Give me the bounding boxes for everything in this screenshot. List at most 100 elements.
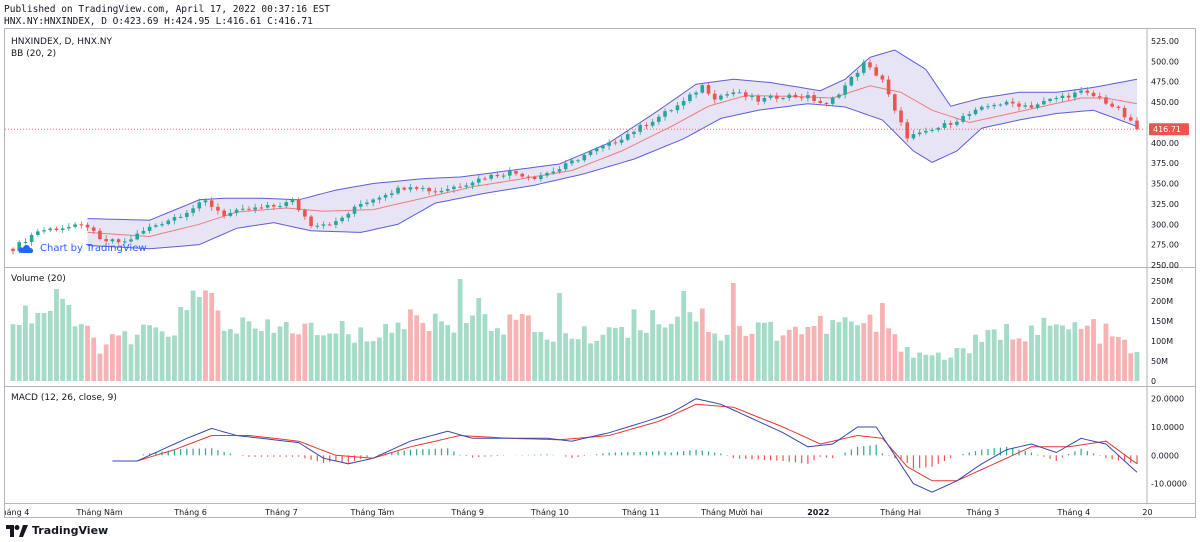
candle-body	[992, 104, 996, 107]
footer-brand[interactable]: TradingView	[6, 524, 108, 537]
volume-bar	[352, 342, 357, 381]
candle-body	[501, 175, 506, 177]
volume-pane[interactable]	[10, 279, 1140, 381]
volume-bar	[78, 324, 84, 381]
volume-bar	[327, 333, 333, 381]
volume-bar	[755, 322, 761, 381]
candle-body	[421, 187, 425, 189]
candle-body	[1122, 107, 1127, 118]
candle-body	[98, 230, 102, 240]
volume-bar	[1078, 328, 1084, 381]
candle-body	[594, 148, 599, 152]
volume-bar	[103, 344, 109, 381]
volume-bar	[29, 323, 35, 381]
volume-bar	[662, 327, 668, 381]
volume-bar	[836, 322, 842, 381]
candle-body	[290, 200, 295, 203]
candle-body	[60, 228, 65, 230]
volume-bar	[66, 304, 72, 381]
candle-body	[253, 207, 257, 210]
volume-bar	[935, 352, 941, 381]
volume-bar	[153, 327, 159, 381]
candle-body	[135, 233, 139, 240]
candle-body	[1116, 106, 1121, 108]
volume-bar	[805, 326, 811, 381]
price-axis-tick: 325.00	[1151, 200, 1179, 209]
candle-body	[1073, 92, 1077, 98]
candle-body	[222, 210, 226, 216]
volume-bar	[401, 329, 407, 381]
volume-bar	[879, 303, 885, 381]
volume-bar	[544, 339, 550, 381]
candle-body	[1004, 101, 1009, 105]
chart-svg[interactable]: 416.71 250.00 275.00 300.00 325.00 350.00 375.…	[0, 29, 1195, 517]
candle-body	[650, 121, 655, 126]
candle-body	[812, 95, 816, 102]
volume-bar	[308, 322, 314, 381]
volume-bar	[302, 323, 308, 381]
candle-body	[141, 230, 146, 234]
volume-bar	[408, 309, 413, 381]
macd-line	[112, 398, 1138, 493]
candle-body	[23, 241, 28, 243]
candle-body	[36, 231, 40, 235]
candle-body	[54, 228, 59, 230]
candle-body	[91, 227, 96, 231]
candle-body	[483, 178, 487, 180]
time-axis-tick: Tháng 3	[966, 508, 1000, 517]
volume-bar	[383, 323, 388, 381]
volume-bar	[1053, 324, 1059, 381]
price-axis-tick: 375.00	[1151, 159, 1179, 168]
candle-body	[986, 106, 990, 108]
volume-bar	[476, 298, 482, 381]
candle-body	[868, 62, 872, 68]
candle-body	[905, 122, 910, 139]
candle-body	[911, 134, 916, 139]
candle-body	[570, 160, 574, 164]
volume-axis-tick: 0	[1151, 377, 1156, 386]
candle-body	[955, 121, 959, 125]
volume-bar	[1029, 325, 1034, 381]
volume-bar	[54, 289, 59, 381]
time-axis-tick: Tháng Hai	[879, 508, 921, 517]
macd-signal-line	[137, 403, 1138, 482]
candle-body	[240, 208, 245, 210]
candle-body	[377, 197, 382, 200]
attribution-text: Chart by TradingView	[40, 242, 147, 254]
candle-body	[700, 85, 705, 93]
volume-bar	[1134, 352, 1140, 381]
candle-body	[408, 187, 413, 190]
candle-body	[520, 173, 525, 177]
candle-body	[1017, 103, 1021, 107]
volume-bar	[432, 313, 438, 381]
volume-bar	[60, 298, 66, 381]
candle-body	[787, 94, 792, 99]
tradingview-attribution[interactable]: Chart by TradingView	[18, 242, 147, 254]
macd-axis-tick: 0.0000	[1151, 451, 1179, 460]
candle-body	[576, 160, 580, 162]
volume-bar	[948, 357, 954, 381]
time-axis-tick: Tháng 6	[173, 508, 207, 517]
candle-body	[973, 109, 978, 115]
candle-body	[358, 204, 363, 207]
candle-body	[346, 213, 351, 218]
tradingview-logo-icon	[6, 524, 28, 537]
candle-body	[712, 93, 717, 100]
price-axis-tick: 275.00	[1151, 241, 1179, 250]
macd-pane[interactable]	[112, 398, 1138, 493]
candle-body	[1091, 92, 1096, 97]
price-pane[interactable]	[5, 49, 1145, 255]
volume-bar	[23, 305, 28, 381]
candle-body	[675, 105, 680, 111]
volume-bar	[830, 320, 836, 381]
volume-bar	[209, 293, 215, 381]
candle-body	[303, 210, 307, 217]
volume-bar	[985, 330, 991, 381]
chart-frame[interactable]: 416.71 250.00 275.00 300.00 325.00 350.00 375.…	[0, 28, 1196, 518]
candle-body	[874, 67, 878, 76]
volume-bar	[314, 335, 320, 381]
macd-axis-tick: -10.0000	[1151, 480, 1187, 489]
volume-bar	[873, 331, 879, 381]
candle-body	[924, 130, 928, 133]
candle-body	[17, 242, 22, 252]
